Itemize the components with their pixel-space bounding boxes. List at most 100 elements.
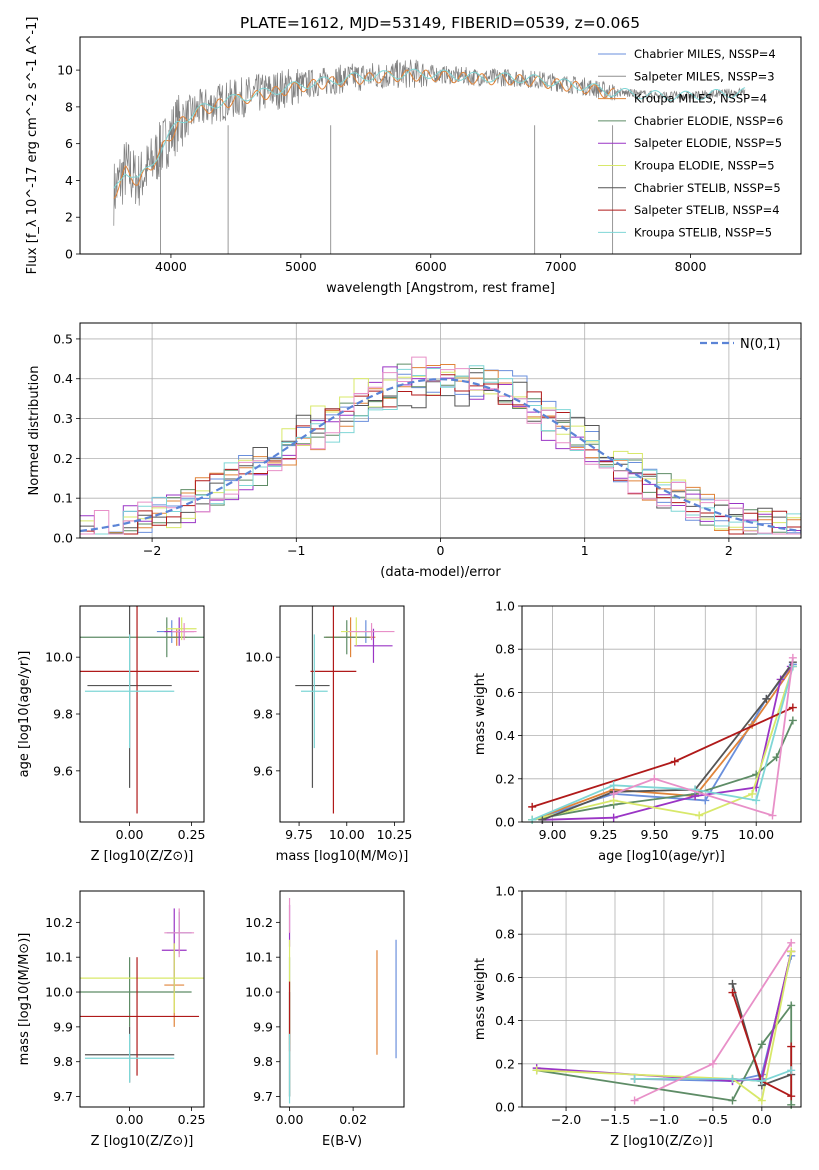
y-tick-label: 9.7 [53, 1089, 73, 1104]
legend-entry: Kroupa STELIB, NSSP=5 [634, 225, 772, 239]
mass-weight-point [757, 1096, 766, 1105]
mass-weight-point [728, 1074, 737, 1083]
y-tick-label: 10.0 [45, 985, 73, 1000]
y-tick-label: 9.9 [53, 1019, 73, 1034]
y-axis-label: mass [log10(M/M⊙)] [17, 933, 32, 1066]
normal-curve [80, 378, 801, 533]
x-tick-label: −2 [143, 543, 161, 558]
x-tick-label: 9.75 [285, 827, 313, 842]
y-tick-label: 10.2 [245, 915, 273, 930]
x-tick-label: 0.02 [339, 1112, 367, 1127]
y-tick-label: 2 [65, 210, 73, 225]
y-axis-label: mass weight [473, 958, 488, 1040]
x-tick-label: 0.25 [178, 1112, 206, 1127]
mass-weight-point [532, 1066, 541, 1075]
model-spectrum-cyan [113, 68, 746, 189]
y-tick-label: 8 [65, 99, 73, 114]
x-tick-label: 10.25 [377, 827, 413, 842]
x-tick-label: −2.0 [551, 1112, 581, 1127]
x-tick-label: 5000 [285, 259, 317, 274]
axes-frame [279, 890, 405, 1108]
mass-weight-point [787, 1066, 796, 1075]
x-tick-label: −1 [287, 543, 305, 558]
mass-weight-point [528, 815, 537, 824]
y-tick-label: 9.6 [53, 763, 73, 778]
residual-histogram-panel: −2 −1 0 1 2 0.0 0.1 0.2 0.3 0.4 0.5 (data-model)/er… [27, 322, 802, 580]
y-tick-label: 0.8 [495, 927, 515, 942]
x-tick-label: 0.00 [276, 1112, 304, 1127]
y-tick-label: 10 [57, 63, 73, 78]
mass-weight-series [542, 661, 794, 821]
mass-weight-point [748, 789, 757, 798]
x-tick-label: 10.00 [738, 827, 774, 842]
x-tick-label: 9.75 [691, 827, 719, 842]
y-tick-label: 9.9 [253, 1019, 273, 1034]
mass-weight-point [787, 1042, 796, 1051]
x-tick-label: 0.00 [116, 1112, 144, 1127]
y-tick-label: 0 [65, 247, 73, 262]
x-tick-label: 1 [581, 543, 589, 558]
x-axis-label: mass [log10(M/M⊙)] [276, 849, 409, 864]
mass-weight-series [536, 951, 793, 1103]
mass-weight-point [695, 811, 704, 820]
y-tick-label: 6 [65, 136, 73, 151]
axes-frame [79, 322, 802, 539]
error-bars [80, 606, 204, 814]
mass-weight-point [762, 694, 771, 703]
mass-weight-point [787, 1092, 796, 1101]
mass-weight-point [630, 1074, 639, 1083]
mass-weight-point [609, 781, 618, 790]
y-tick-label: 0.5 [53, 331, 73, 346]
mass-weight-point [728, 979, 737, 988]
histogram-series [80, 364, 801, 535]
y-tick-label: 0.0 [495, 1100, 515, 1115]
mass-weight-point [757, 1040, 766, 1049]
mass-weight-point [757, 1077, 766, 1086]
y-tick-label: 1.0 [495, 884, 515, 899]
x-tick-label: 0.00 [116, 827, 144, 842]
x-axis-label: Z [log10(Z/Z⊙)] [91, 1134, 194, 1149]
figure-title: PLATE=1612, MJD=53149, FIBERID=0539, z=0… [240, 14, 640, 32]
y-tick-label: 0.2 [495, 1056, 515, 1071]
y-tick-label: 10.1 [245, 950, 273, 965]
x-tick-label: 8000 [675, 259, 707, 274]
spectrum-panel: 4000 5000 6000 7000 8000 0 2 4 6 8 10 wavelength [A… [25, 17, 802, 296]
axes-frame [79, 605, 205, 823]
x-tick-label: 9.25 [590, 827, 618, 842]
legend-entry: Chabrier STELIB, NSSP=5 [634, 181, 781, 195]
y-tick-label: 10.2 [45, 915, 73, 930]
legend-entry: Salpeter MILES, NSSP=3 [634, 69, 775, 83]
mass-weight-point [630, 1096, 639, 1105]
y-tick-label: 0.0 [495, 815, 515, 830]
ebv-mass-panel: 0.00 0.02 9.7 9.8 9.9 10.0 10.1 10.2 E(B-V) [245, 890, 405, 1149]
x-tick-label: 10.00 [329, 827, 365, 842]
mass-weight-point [788, 653, 797, 662]
mass-weight-point [728, 1096, 737, 1105]
y-tick-label: 0.3 [53, 411, 73, 426]
x-tick-label: −1.5 [600, 1112, 630, 1127]
error-bars [288, 897, 397, 1104]
axes-frame [279, 605, 405, 823]
x-tick-label: 0.0 [752, 1112, 772, 1127]
y-tick-label: 0.4 [495, 728, 515, 743]
model-spectrum-orange [113, 69, 615, 199]
x-tick-label: 0.25 [178, 827, 206, 842]
y-tick-label: 0.0 [53, 531, 73, 546]
mass-weight-series [531, 663, 794, 821]
axes-frame [79, 36, 802, 255]
y-tick-label: 0.4 [495, 1013, 515, 1028]
mass-weight-point [609, 813, 618, 822]
z-mass-panel: 0.00 0.25 9.7 9.8 9.9 10.0 10.1 10.2 Z [log10(Z/… [17, 890, 206, 1149]
y-tick-label: 9.8 [253, 1054, 273, 1069]
x-tick-label: 7000 [545, 259, 577, 274]
x-tick-label: 0 [437, 543, 445, 558]
y-tick-label: 0.2 [53, 451, 73, 466]
legend-entry: Chabrier ELODIE, NSSP=6 [634, 114, 783, 128]
mass-weight-point [528, 802, 537, 811]
mass-weight-point [788, 716, 797, 725]
legend-entry: Kroupa MILES, NSSP=4 [634, 92, 767, 106]
histogram-series [80, 356, 801, 535]
y-tick-label: 9.6 [253, 763, 273, 778]
mass-weight-point [650, 774, 659, 783]
